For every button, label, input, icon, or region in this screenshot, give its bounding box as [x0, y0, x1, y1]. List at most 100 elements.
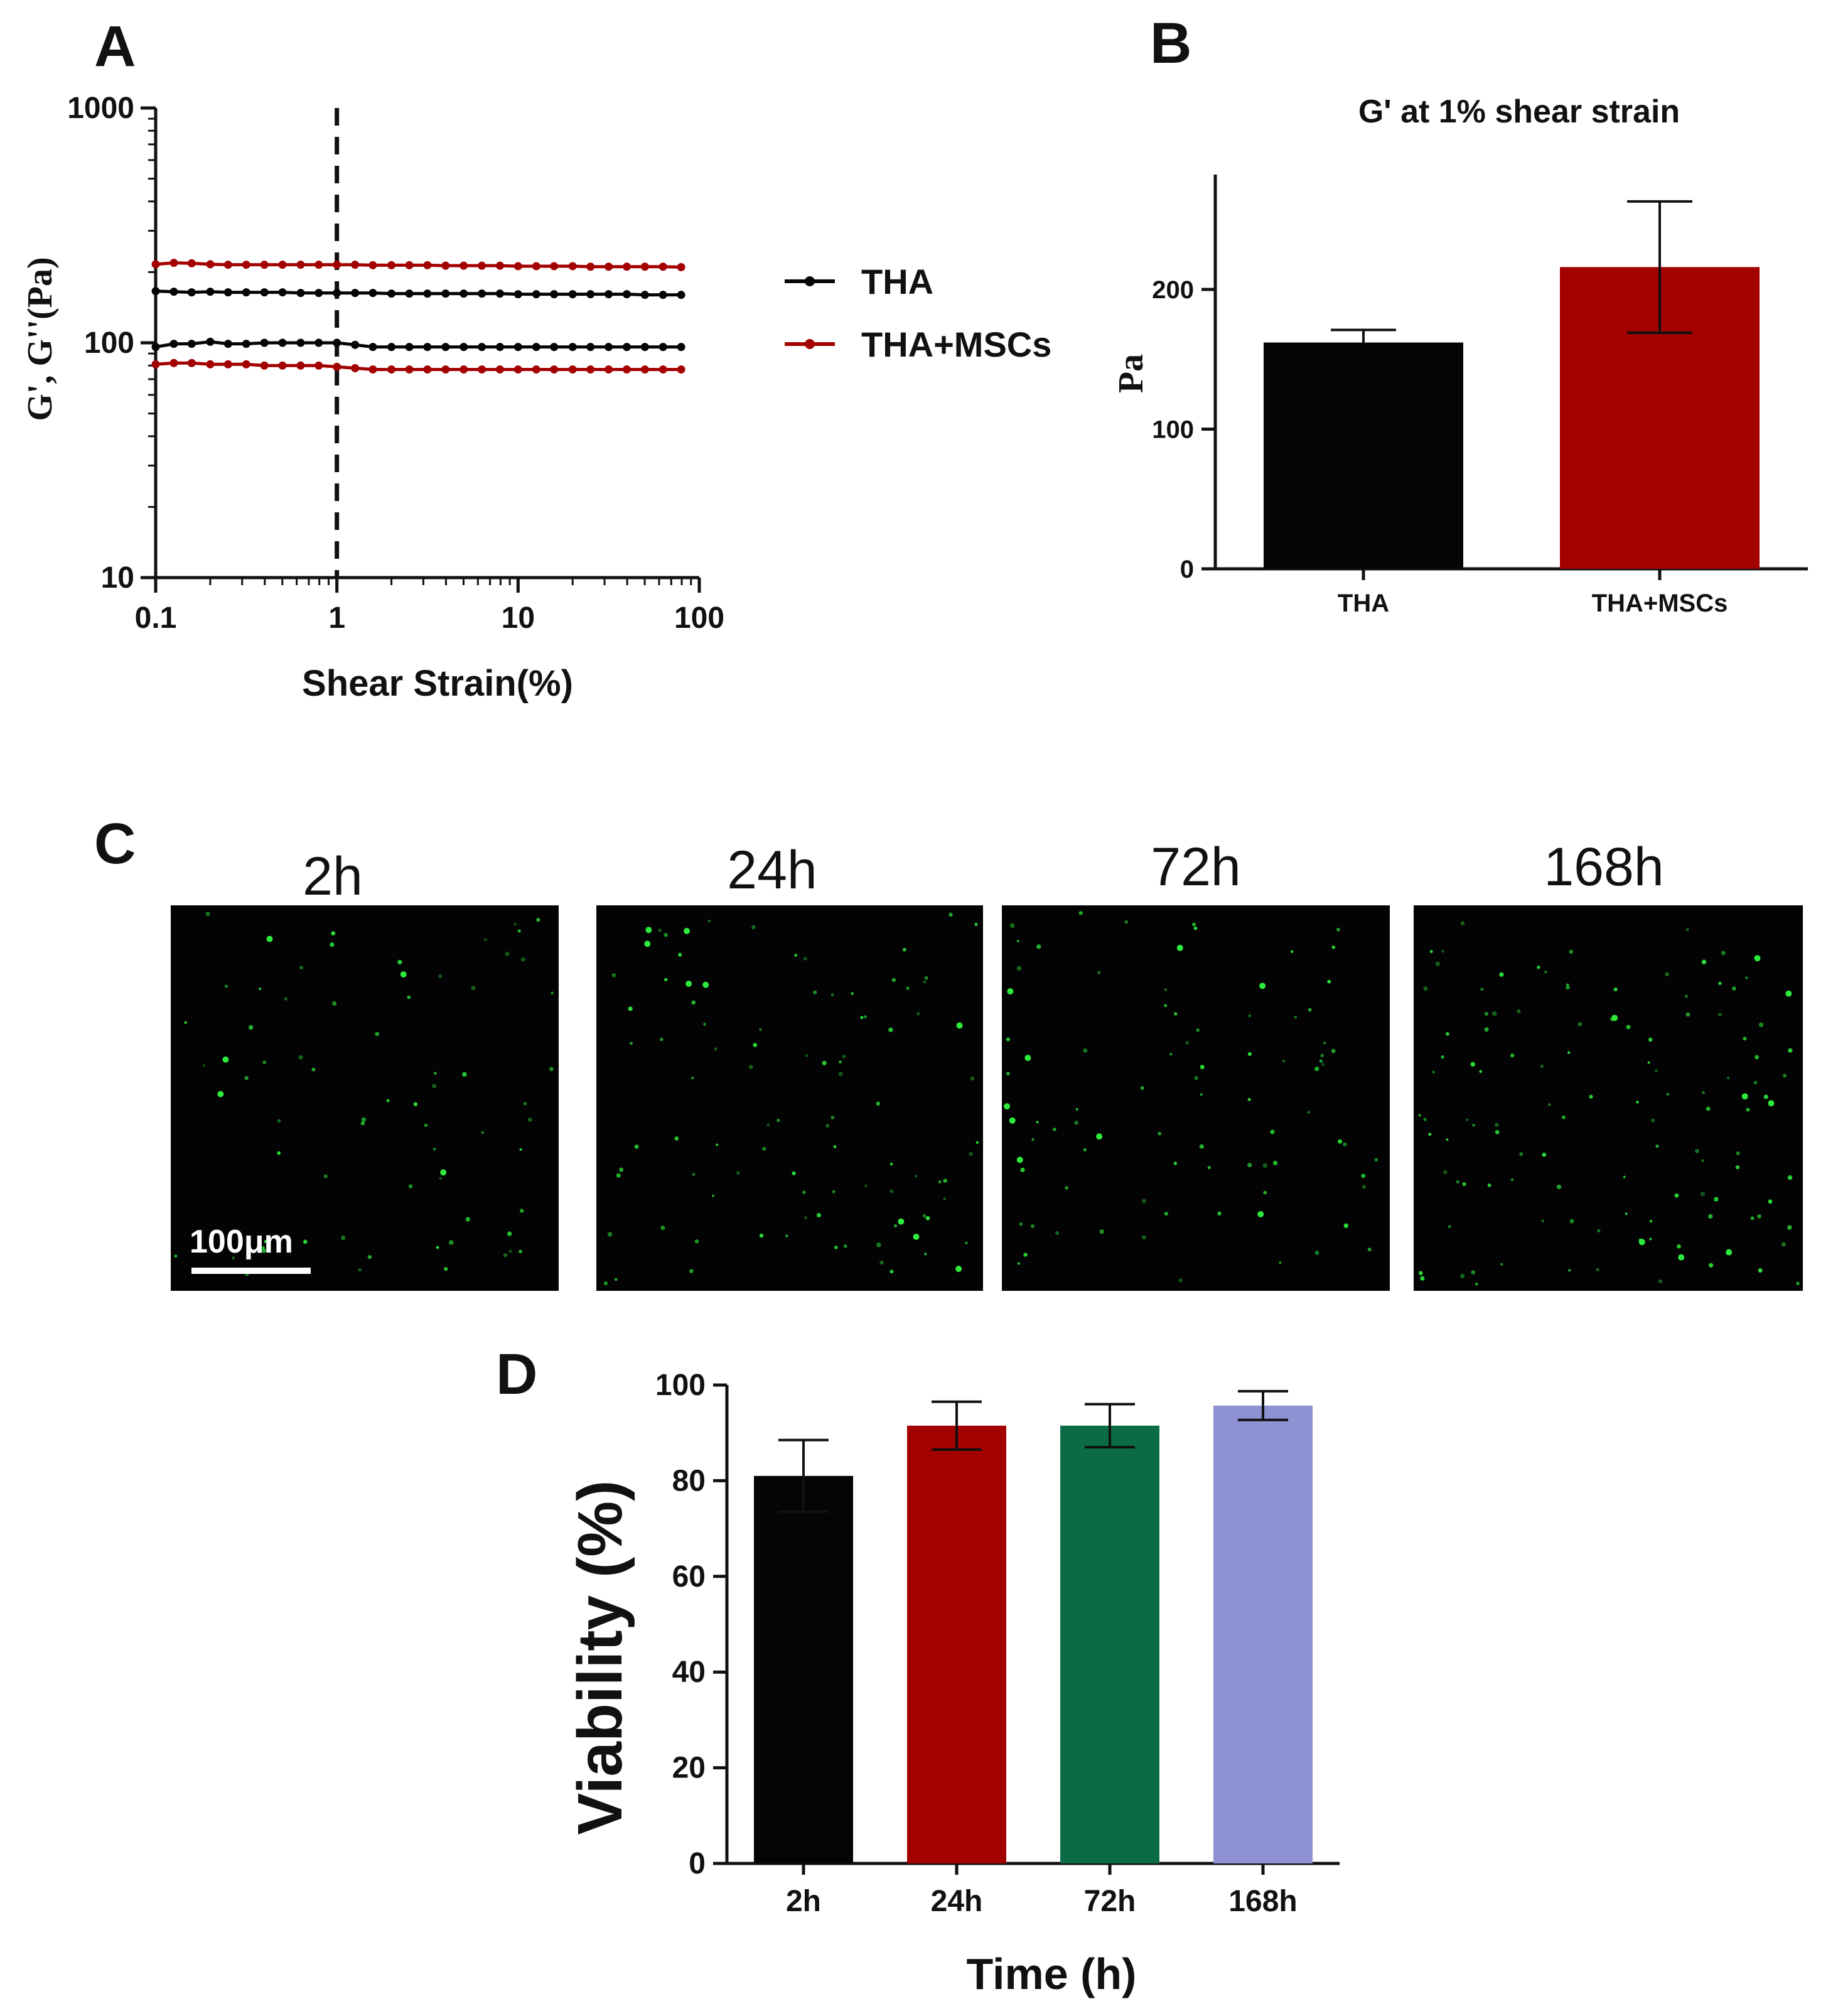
- live-cell-dot: [444, 1267, 448, 1271]
- live-cell-dot: [299, 966, 303, 969]
- series-point-tha-g: [622, 343, 631, 352]
- live-cell-dot: [834, 1246, 838, 1249]
- series-point-tha-g: [296, 289, 305, 298]
- live-cell-dot: [1314, 1066, 1319, 1072]
- series-point-tha-mscs-g: [568, 365, 577, 374]
- live-cell-dot: [736, 1171, 740, 1175]
- live-cell-dot: [1491, 1011, 1497, 1016]
- live-cell-dot: [1419, 1271, 1423, 1275]
- live-cell-dot: [1016, 966, 1022, 971]
- live-cell-dot: [889, 1189, 894, 1194]
- series-point-tha-mscs-g: [513, 365, 522, 374]
- live-cell-dot: [813, 990, 817, 995]
- live-cell-dot: [619, 1167, 624, 1172]
- panel-d-xlabel: Time (h): [967, 1949, 1137, 1998]
- series-line-tha-g: [155, 289, 682, 297]
- live-cell-dot: [1099, 1229, 1104, 1234]
- live-cell-dot: [397, 959, 402, 964]
- series-point-tha-mscs-g: [478, 261, 486, 270]
- live-cell-dot: [1665, 972, 1669, 977]
- series-point-tha-mscs-g: [260, 261, 269, 269]
- live-cell-dot: [203, 1064, 206, 1067]
- live-cell-dot: [1460, 921, 1465, 925]
- series-point-tha-g: [640, 291, 649, 299]
- live-cell-dot: [949, 912, 953, 917]
- live-cell-dot: [1484, 1011, 1488, 1016]
- live-cell-dot: [508, 1249, 512, 1253]
- series-point-tha-g: [441, 289, 450, 298]
- live-cell-dot: [1169, 1052, 1173, 1056]
- live-cell-dot: [1695, 1148, 1700, 1153]
- live-cell-dot: [628, 1006, 633, 1011]
- live-cell-dot: [1319, 1059, 1323, 1063]
- live-cell-dot: [1428, 1133, 1432, 1136]
- bar-168h: [1213, 1405, 1313, 1863]
- live-cell-dot: [1567, 1051, 1571, 1054]
- category-label-2h: 2h: [786, 1885, 821, 1918]
- live-cell-dot: [685, 980, 692, 987]
- series-point-tha-mscs-g: [460, 365, 468, 374]
- live-cell-dot: [1495, 1129, 1500, 1135]
- series-point-tha-g: [405, 289, 414, 298]
- live-cell-dot: [825, 1123, 830, 1128]
- live-cell-dot: [413, 1102, 418, 1106]
- live-cell-dot: [277, 1151, 281, 1155]
- series-point-tha-g: [169, 340, 178, 348]
- series-point-tha-mscs-g: [169, 358, 178, 367]
- live-cell-dot: [471, 986, 476, 991]
- series-point-tha-mscs-g: [387, 365, 396, 374]
- live-cell-dot: [436, 1246, 439, 1249]
- live-cell-dot: [689, 1269, 694, 1273]
- live-cell-dot: [1658, 1279, 1663, 1283]
- micrograph-time-24h: 24h: [727, 840, 817, 900]
- series-point-tha-mscs-g: [640, 262, 649, 271]
- live-cell-dot: [753, 1043, 758, 1047]
- live-cell-dot: [694, 1239, 699, 1244]
- live-cell-dot: [248, 1025, 254, 1030]
- live-cell-dot: [843, 1244, 847, 1248]
- live-cell-dot: [1649, 1219, 1653, 1223]
- series-point-tha-mscs-g: [605, 262, 613, 271]
- live-cell-dot: [483, 938, 487, 941]
- live-cell-dot: [1257, 1210, 1264, 1217]
- bar-72h: [1060, 1425, 1159, 1863]
- series-point-tha-g: [333, 338, 341, 347]
- live-cell-dot: [1075, 1108, 1078, 1111]
- series-point-tha-g: [586, 343, 595, 352]
- legend-marker-tha-mscs: [805, 339, 815, 349]
- live-cell-dot: [703, 1023, 706, 1026]
- series-point-tha-g: [478, 289, 486, 298]
- live-cell-dot: [1178, 1278, 1183, 1283]
- series-point-tha-mscs-g: [278, 361, 287, 370]
- live-cell-dot: [1036, 1121, 1039, 1124]
- live-cell-dot: [692, 1173, 696, 1177]
- series-line-tha-mscs-g: [155, 361, 682, 371]
- live-cell-dot: [1343, 1142, 1347, 1146]
- live-cell-dot: [1323, 1041, 1326, 1045]
- series-point-tha-mscs-g: [351, 261, 360, 269]
- series-point-tha-g: [278, 338, 287, 347]
- series-point-tha-mscs-g: [405, 261, 414, 269]
- live-cell-dot: [830, 993, 834, 996]
- series-point-tha-g: [351, 340, 360, 349]
- live-cell-dot: [1510, 1053, 1515, 1058]
- live-cell-dot: [400, 971, 407, 978]
- live-cell-dot: [1597, 1229, 1601, 1232]
- live-cell-dot: [1173, 1162, 1178, 1165]
- live-cell-dot: [440, 1169, 447, 1176]
- live-cell-dot: [1367, 1248, 1372, 1252]
- ytick-label: 200: [1152, 276, 1194, 304]
- live-cell-dot: [1479, 1070, 1482, 1073]
- series-point-tha-g: [260, 338, 269, 347]
- live-cell-dot: [916, 1011, 920, 1016]
- live-cell-dot: [1083, 1048, 1088, 1053]
- panel-a-xlabel: Shear Strain(%): [302, 663, 573, 704]
- live-cell-dot: [360, 1121, 365, 1126]
- series-line-tha-g: [155, 340, 682, 349]
- live-cell-dot: [1331, 945, 1335, 949]
- live-cell-dot: [1651, 1118, 1655, 1123]
- panel-a-ytick-label: 10: [101, 561, 134, 595]
- live-cell-dot: [830, 1115, 835, 1119]
- live-cell-dot: [1788, 1048, 1793, 1053]
- live-cell-dot: [943, 1178, 947, 1183]
